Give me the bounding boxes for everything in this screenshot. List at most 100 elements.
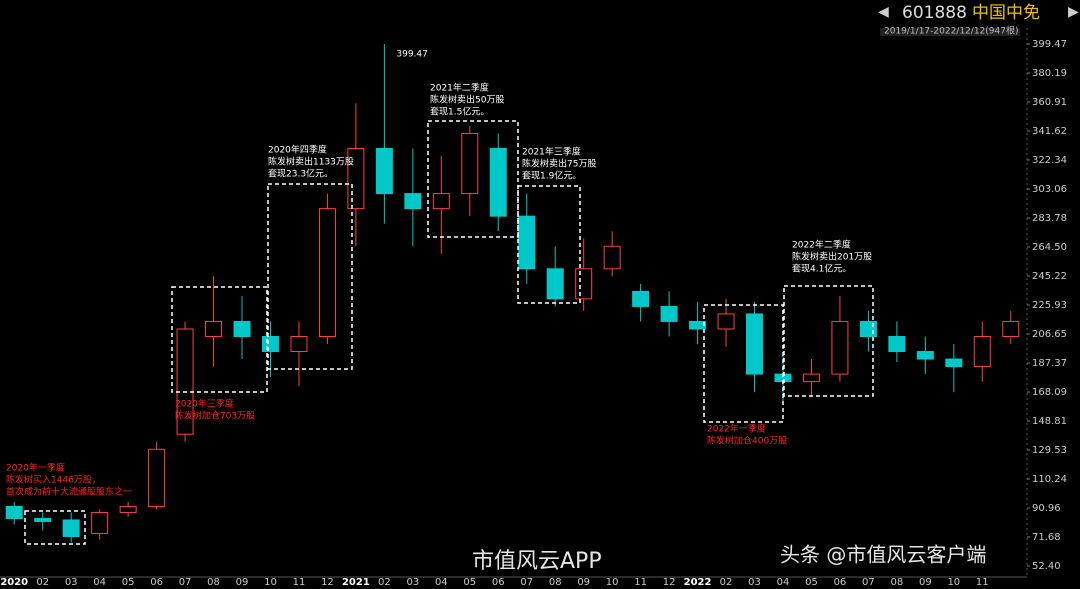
nav-arrow-right[interactable]: ▶ xyxy=(1068,4,1079,20)
y-tick-label: 52.40 xyxy=(1032,561,1061,572)
candle-body xyxy=(205,320,223,337)
annotation: 陈发树卖出201万股 xyxy=(792,251,872,263)
annotation: 套现4.1亿元。 xyxy=(792,263,851,275)
x-tick-label: 08 xyxy=(207,577,220,588)
highlight-box xyxy=(171,286,268,393)
watermark: 头条 @市值风云客户端 xyxy=(780,543,986,567)
candle-body xyxy=(489,147,507,217)
highlight-box xyxy=(267,183,353,370)
x-tick-label: 05 xyxy=(122,577,135,588)
y-tick-label: 283.78 xyxy=(1032,213,1067,224)
max-label: 399.47 xyxy=(396,50,428,60)
x-tick-label: 09 xyxy=(236,577,249,588)
y-tick-label: 148.81 xyxy=(1032,416,1067,427)
candle-body xyxy=(945,358,963,368)
x-tick-label: 07 xyxy=(179,577,192,588)
annotation: 套现1.9亿元。 xyxy=(522,170,581,182)
watermark: 市值风云APP xyxy=(472,549,602,574)
annotation: 陈发树卖出50万股 xyxy=(430,94,504,106)
y-tick-label: 129.53 xyxy=(1032,445,1067,456)
y-tick-label: 206.65 xyxy=(1032,329,1067,340)
y-tick-label: 168.09 xyxy=(1032,387,1067,398)
x-tick-label: 07 xyxy=(520,577,533,588)
x-tick-label: 03 xyxy=(748,577,761,588)
x-tick-label: 07 xyxy=(862,577,875,588)
annotation: 2020年三季度 xyxy=(175,398,234,410)
x-tick-label: 10 xyxy=(606,577,619,588)
x-tick-label: 06 xyxy=(834,577,847,588)
candle-body xyxy=(660,305,678,322)
y-tick-label: 245.22 xyxy=(1032,271,1067,282)
candle-body xyxy=(575,268,593,300)
annotation: 2021年二季度 xyxy=(430,82,489,94)
candle-body xyxy=(859,320,877,337)
candle-body xyxy=(632,290,650,307)
x-tick-label: 04 xyxy=(777,577,790,588)
candle-body xyxy=(91,511,109,535)
candle-body xyxy=(973,335,991,368)
highlight-box xyxy=(703,304,784,423)
candle-body xyxy=(233,320,251,337)
x-tick-label: 02 xyxy=(36,577,49,588)
annotation: 2020年四季度 xyxy=(268,144,327,156)
highlight-box xyxy=(517,185,581,304)
x-tick-label: 06 xyxy=(492,577,505,588)
candle-body xyxy=(375,147,393,195)
candle-body xyxy=(689,320,707,330)
annotation: 首次成为前十大流通股股东之一 xyxy=(6,486,132,498)
x-tick-label: 2021 xyxy=(342,577,370,588)
x-tick-label: 11 xyxy=(293,577,306,588)
x-tick-label: 08 xyxy=(549,577,562,588)
candle-body xyxy=(1002,320,1020,337)
highlight-box xyxy=(427,120,519,238)
candle-body xyxy=(461,132,479,195)
candle-body xyxy=(5,505,23,519)
x-tick-label: 05 xyxy=(463,577,476,588)
x-tick-label: 2020 xyxy=(0,577,28,588)
x-tick-label: 02 xyxy=(720,577,733,588)
y-tick-label: 341.62 xyxy=(1032,126,1067,137)
range-bg xyxy=(880,28,1020,36)
annotation: 套现1.5亿元。 xyxy=(430,106,489,118)
candle-body xyxy=(916,351,934,360)
nav-arrow-left[interactable]: ◀ xyxy=(878,4,889,20)
annotation: 陈发树加仓703万股 xyxy=(175,410,255,422)
candle-body xyxy=(717,313,735,330)
candle-body xyxy=(148,448,166,507)
x-tick-label: 09 xyxy=(919,577,932,588)
y-tick-label: 71.68 xyxy=(1032,532,1061,543)
y-tick-label: 399.47 xyxy=(1032,39,1067,50)
candle-body xyxy=(261,335,279,353)
x-tick-label: 06 xyxy=(150,577,163,588)
x-tick-label: 10 xyxy=(947,577,960,588)
annotation: 2022年二季度 xyxy=(792,239,851,251)
x-tick-label: 04 xyxy=(435,577,448,588)
x-tick-label: 12 xyxy=(321,577,334,588)
x-tick-label: 08 xyxy=(891,577,904,588)
y-tick-label: 322.34 xyxy=(1032,155,1067,166)
annotation: 陈发树加仓400万股 xyxy=(707,435,787,447)
stock-code: 601888 xyxy=(902,3,967,23)
y-tick-label: 360.91 xyxy=(1032,97,1067,108)
candle-body xyxy=(831,320,849,375)
highlight-box xyxy=(783,285,874,397)
candle-body xyxy=(62,519,80,538)
x-tick-label: 10 xyxy=(264,577,277,588)
y-tick-label: 264.50 xyxy=(1032,242,1067,253)
annotation: 套现23.3亿元。 xyxy=(268,168,333,180)
x-tick-label: 2022 xyxy=(684,577,712,588)
y-tick-label: 303.06 xyxy=(1032,184,1067,195)
x-tick-label: 09 xyxy=(577,577,590,588)
candle-body xyxy=(318,208,336,337)
y-tick-label: 225.93 xyxy=(1032,300,1067,311)
highlight-box xyxy=(24,510,86,545)
candle-body xyxy=(802,373,820,383)
x-tick-label: 05 xyxy=(805,577,818,588)
annotation: 陈发树卖出1133万股 xyxy=(268,156,354,168)
annotation: 陈发树卖出75万股 xyxy=(522,158,596,170)
x-tick-label: 11 xyxy=(634,577,647,588)
annotation: 陈发树买入1446万股， xyxy=(6,474,101,486)
annotation: 2022年一季度 xyxy=(707,423,766,435)
